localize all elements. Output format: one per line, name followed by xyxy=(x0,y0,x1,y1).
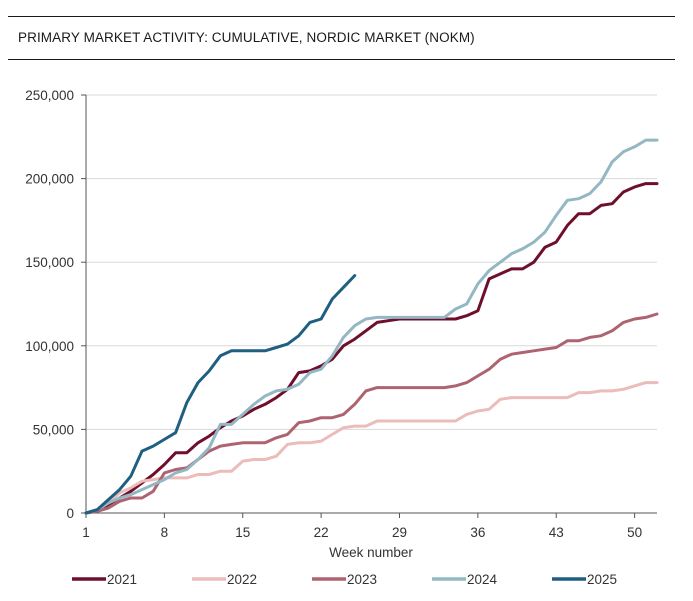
xtick-label-50: 50 xyxy=(627,525,642,540)
ytick-label-0: 0 xyxy=(66,506,74,521)
xtick-label-29: 29 xyxy=(392,525,407,540)
legend-label-2025: 2025 xyxy=(587,572,617,587)
legend-label-2024: 2024 xyxy=(467,572,498,587)
title-rule-bottom xyxy=(8,59,675,60)
ytick-label-250000: 250,000 xyxy=(25,88,74,103)
legend-label-2023: 2023 xyxy=(347,572,377,587)
legend: 2021 2022 2023 2024 2025 xyxy=(72,572,617,587)
xtick-label-8: 8 xyxy=(161,525,169,540)
ytick-label-200000: 200,000 xyxy=(25,172,74,187)
tick-labels: 0 50,000 100,000 150,000 200,000 250,000 1 8 15 2… xyxy=(25,88,642,540)
chart-title: PRIMARY MARKET ACTIVITY: CUMULATIVE, NOR… xyxy=(18,30,475,45)
axes xyxy=(81,94,657,518)
x-axis-title: Week number xyxy=(329,545,413,560)
xtick-label-1: 1 xyxy=(82,525,90,540)
series-line-2024 xyxy=(84,138,659,515)
title-rule-top xyxy=(8,16,675,17)
xtick-label-22: 22 xyxy=(314,525,329,540)
series-line-2021 xyxy=(84,182,659,515)
series-line-2023 xyxy=(84,312,659,515)
xtick-label-36: 36 xyxy=(470,525,485,540)
series-line-2025 xyxy=(84,274,357,515)
ytick-label-50000: 50,000 xyxy=(33,422,74,437)
series-lines xyxy=(84,138,659,515)
xtick-label-15: 15 xyxy=(235,525,250,540)
legend-label-2021: 2021 xyxy=(107,572,137,587)
ytick-label-150000: 150,000 xyxy=(25,255,74,270)
legend-label-2022: 2022 xyxy=(227,572,257,587)
ytick-label-100000: 100,000 xyxy=(25,339,74,354)
xtick-label-43: 43 xyxy=(549,525,564,540)
series-line-2022 xyxy=(84,381,659,515)
gridlines xyxy=(86,94,657,430)
